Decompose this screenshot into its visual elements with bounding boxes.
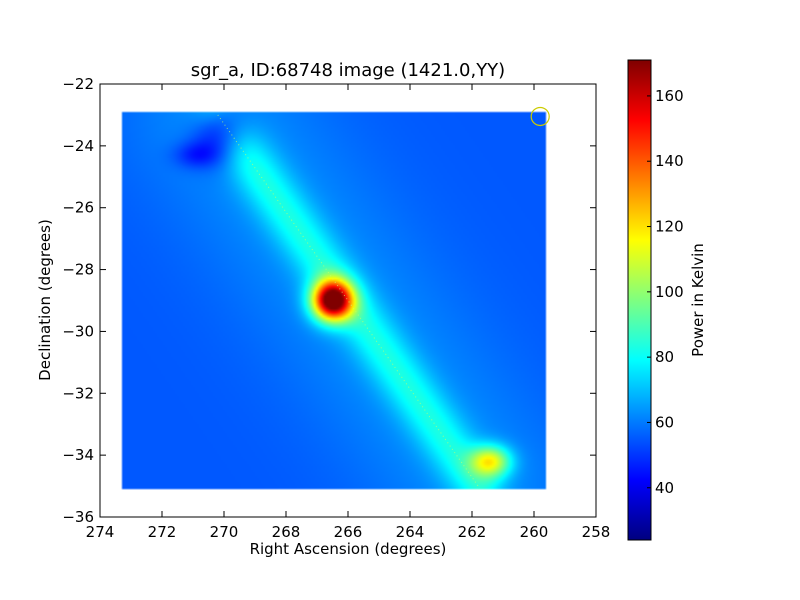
colorbar-tick-label: 40	[655, 479, 674, 497]
x-axis: 274 272 270 268 266 264 262 260 258	[86, 84, 611, 541]
y-tick-label: −24	[62, 137, 94, 155]
x-tick-label: 272	[148, 523, 177, 541]
colorbar-gradient	[628, 60, 651, 540]
chart-title: sgr_a, ID:68748 image (1421.0,YY)	[191, 60, 505, 81]
y-tick-label: −36	[62, 508, 94, 526]
colorbar-tick-label: 160	[655, 87, 684, 105]
colorbar: 40 60 80 100 120 140 160 Power in Kelvin	[627, 59, 707, 541]
x-axis-label: Right Ascension (degrees)	[250, 540, 447, 558]
x-tick-label: 264	[396, 523, 425, 541]
plot-area	[99, 83, 597, 518]
heatmap-image	[100, 84, 596, 517]
y-axis-label: Declination (degrees)	[36, 219, 54, 381]
colorbar-ticks: 40 60 80 100 120 140 160	[647, 87, 684, 497]
y-tick-label: −32	[62, 384, 94, 402]
colorbar-tick-label: 120	[655, 218, 684, 236]
y-tick-label: −34	[62, 446, 94, 464]
overlay-layer	[217, 106, 550, 487]
x-tick-label: 260	[520, 523, 549, 541]
x-tick-label: 274	[86, 523, 115, 541]
y-tick-label: −28	[62, 261, 94, 279]
x-tick-label: 266	[334, 523, 363, 541]
y-tick-label: −22	[62, 75, 94, 93]
colorbar-tick-label: 80	[655, 348, 674, 366]
marker-circle	[530, 106, 550, 127]
colorbar-tick-label: 60	[655, 413, 674, 431]
colorbar-tick-label: 140	[655, 152, 684, 170]
colorbar-tick-label: 100	[655, 283, 684, 301]
y-tick-label: −26	[62, 199, 94, 217]
y-axis: −22 −24 −26 −28 −30 −32 −34 −36	[62, 75, 596, 526]
x-tick-label: 262	[458, 523, 487, 541]
colorbar-label: Power in Kelvin	[689, 243, 707, 357]
x-tick-label: 258	[582, 523, 611, 541]
colorbar-frame	[627, 59, 652, 541]
x-tick-label: 268	[272, 523, 301, 541]
y-tick-label: −30	[62, 322, 94, 340]
x-tick-label: 270	[210, 523, 239, 541]
